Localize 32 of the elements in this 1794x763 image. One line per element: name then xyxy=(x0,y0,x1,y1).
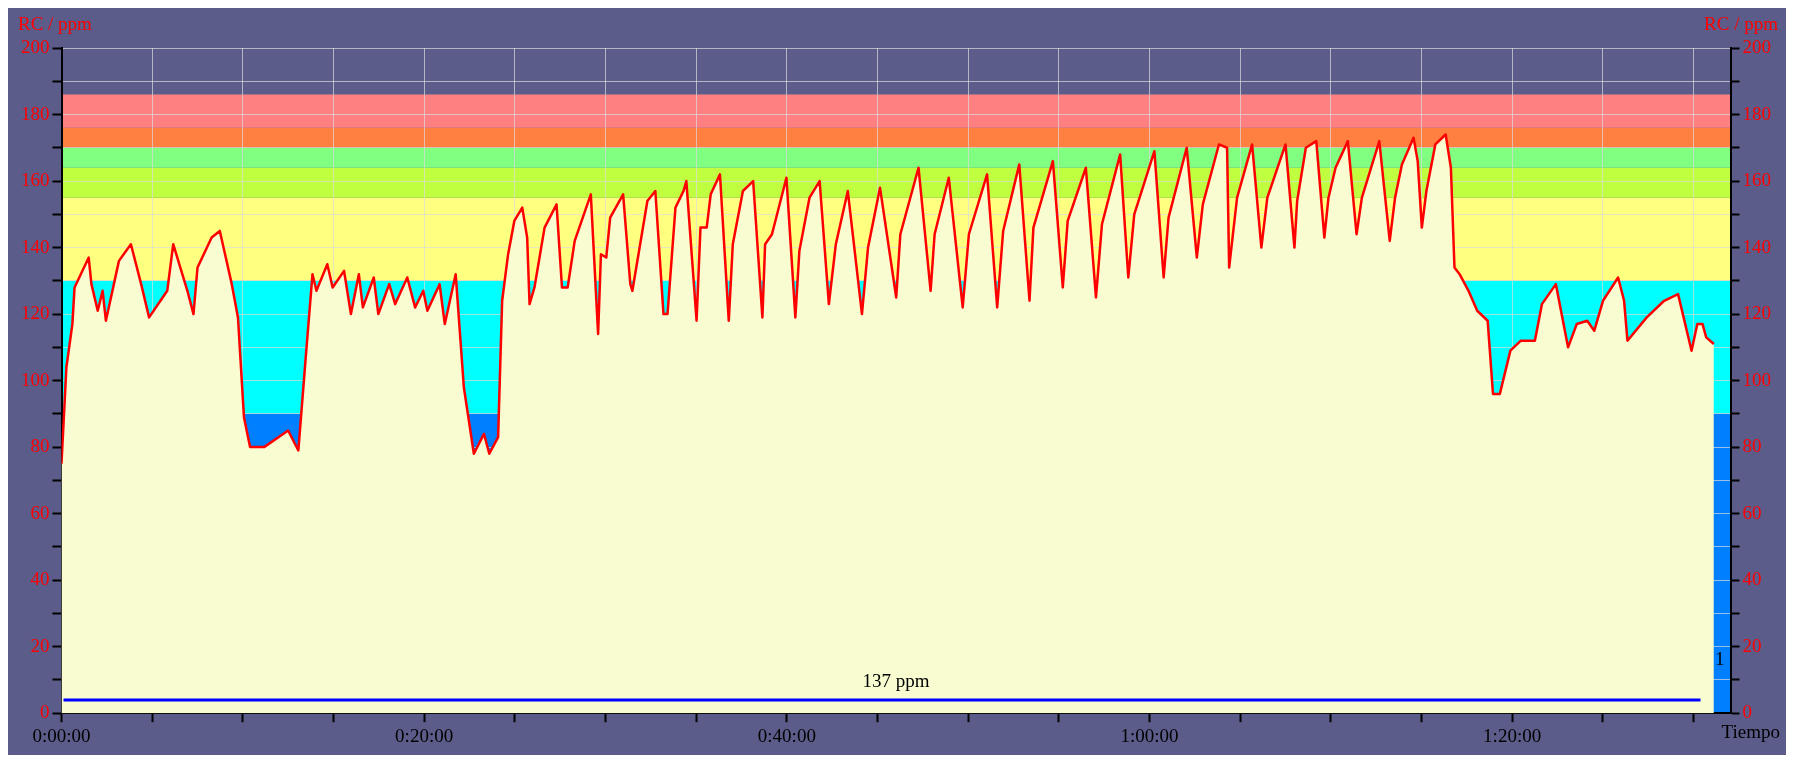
y-tick-label: 0 xyxy=(40,701,50,723)
y2-tick-label: 100 xyxy=(1742,368,1771,390)
x-axis-title: Tiempo xyxy=(1721,720,1780,742)
y2-tick-label: 160 xyxy=(1742,169,1771,191)
y-axis-title: RC / ppm xyxy=(18,13,93,35)
y-tick-label: 100 xyxy=(21,368,50,390)
y2-tick-label: 200 xyxy=(1742,35,1771,57)
x-tick-label: 0:40:00 xyxy=(757,724,816,746)
y-tick-label: 140 xyxy=(21,235,50,257)
y2-axis-title: RC / ppm xyxy=(1704,13,1779,35)
y2-tick-label: 80 xyxy=(1742,435,1762,457)
x-tick-label: 1:00:00 xyxy=(1120,724,1179,746)
y-tick-label: 20 xyxy=(30,634,50,656)
x-tick-label: 0:20:00 xyxy=(395,724,454,746)
y-tick-label: 180 xyxy=(21,102,50,124)
y-tick-label: 40 xyxy=(30,568,50,590)
y-tick-label: 160 xyxy=(21,169,50,191)
y2-tick-label: 180 xyxy=(1742,102,1771,124)
y2-tick-label: 140 xyxy=(1742,235,1771,257)
y2-tick-label: 40 xyxy=(1742,568,1762,590)
x-tick-label: 1:20:00 xyxy=(1483,724,1542,746)
ref-line-label: 137 ppm xyxy=(862,670,930,692)
y2-tick-label: 60 xyxy=(1742,501,1762,523)
y-tick-label: 120 xyxy=(21,302,50,324)
y-tick-label: 60 xyxy=(30,501,50,523)
y-tick-label: 80 xyxy=(30,435,50,457)
annotation: 1 xyxy=(1715,647,1725,669)
y2-tick-label: 120 xyxy=(1742,302,1771,324)
x-tick-label: 0:00:00 xyxy=(32,724,91,746)
y2-tick-label: 0 xyxy=(1742,701,1752,723)
y-tick-label: 200 xyxy=(21,35,50,57)
y2-tick-label: 20 xyxy=(1742,634,1762,656)
